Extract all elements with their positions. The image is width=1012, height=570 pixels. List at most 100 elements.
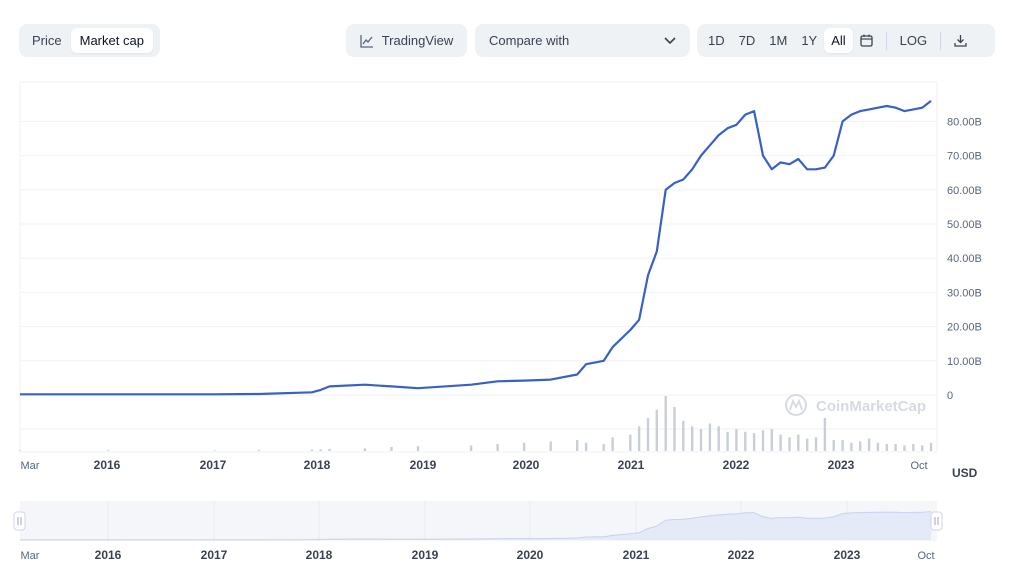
volume-bar xyxy=(867,438,871,451)
volume-bar xyxy=(894,444,897,451)
navigator-x-tick-label: 2021 xyxy=(623,548,650,562)
navigator-x-tick-label: Mar xyxy=(21,550,40,562)
volume-bar xyxy=(655,409,658,452)
currency-label: USD xyxy=(952,466,978,480)
volume-bar xyxy=(770,429,773,451)
volume-bar xyxy=(788,437,791,452)
volume-bar xyxy=(850,442,853,452)
range-all-button[interactable]: All xyxy=(824,28,853,53)
navigator-area xyxy=(20,511,931,540)
volume-bar xyxy=(673,407,676,451)
volume-bar xyxy=(708,423,712,451)
navigator-x-tick-label: 2017 xyxy=(201,548,228,562)
volume-bar xyxy=(752,433,756,451)
volume-bar xyxy=(629,434,632,451)
x-axis-ticks: Mar 2016 2017 2018 2019 2020 2021 2022 2023 Oct xyxy=(21,458,928,472)
volume-bar xyxy=(823,418,827,451)
x-tick-label: 2019 xyxy=(410,458,437,472)
volume-bar xyxy=(319,449,322,451)
x-tick-label: 2023 xyxy=(828,458,855,472)
range-7d-button[interactable]: 7D xyxy=(738,33,756,48)
range-navigator[interactable] xyxy=(13,501,943,541)
calendar-button[interactable] xyxy=(853,28,880,53)
y-tick-label: 30.00B xyxy=(947,287,982,299)
x-tick-label: 2020 xyxy=(513,458,540,472)
volume-bar xyxy=(522,442,526,452)
navigator-right-handle[interactable] xyxy=(930,511,943,531)
x-tick-label: 2021 xyxy=(618,458,645,472)
compare-select[interactable]: Compare with xyxy=(475,24,690,57)
volume-bar xyxy=(912,444,915,451)
y-tick-label: 60.00B xyxy=(947,185,982,197)
navigator-x-tick-label: Oct xyxy=(917,550,934,562)
volume-bar xyxy=(107,450,110,451)
range-1m-button[interactable]: 1M xyxy=(769,33,788,48)
calendar-icon xyxy=(860,34,873,47)
volume-bar xyxy=(496,444,499,451)
plot-frame xyxy=(19,81,938,453)
watermark-text: CoinMarketCap xyxy=(816,398,926,415)
volume-bar xyxy=(876,442,880,452)
x-tick-label: 2016 xyxy=(94,458,121,472)
price-tab[interactable]: Price xyxy=(32,33,62,48)
range-1y-button[interactable]: 1Y xyxy=(801,33,818,48)
compare-label: Compare with xyxy=(489,33,570,48)
volume-bar xyxy=(576,440,579,451)
x-tick-label: Mar xyxy=(21,460,40,472)
volume-bar xyxy=(735,429,738,451)
market-cap-tab[interactable]: Market cap xyxy=(70,28,153,53)
watermark: CoinMarketCap xyxy=(785,394,926,416)
volume-bar xyxy=(363,448,367,452)
volume-bar xyxy=(390,446,393,451)
volume-bar xyxy=(469,445,473,451)
line-chart-icon xyxy=(360,34,373,48)
range-1d-button[interactable]: 1D xyxy=(708,33,725,48)
navigator-line xyxy=(20,511,932,541)
y-tick-label: 40.00B xyxy=(947,253,982,265)
volume-bar xyxy=(699,429,703,451)
volume-bar xyxy=(637,426,641,452)
volume-bar xyxy=(744,431,747,452)
volume-bar xyxy=(257,449,260,451)
volume-bar xyxy=(921,445,924,451)
volume-bar xyxy=(664,396,667,451)
chevron-down-icon xyxy=(664,36,676,44)
volume-bar xyxy=(602,444,605,451)
y-tick-label: 0 xyxy=(947,390,953,402)
y-tick-label: 80.00B xyxy=(947,116,982,128)
log-scale-button[interactable]: LOG xyxy=(899,33,928,48)
market-cap-line xyxy=(20,100,932,396)
navigator-x-tick-label: 2020 xyxy=(517,548,544,562)
navigator-x-tick-label: 2018 xyxy=(306,548,333,562)
y-tick-label: 70.00B xyxy=(947,151,982,163)
volume-bar xyxy=(929,442,933,452)
toolbar-divider xyxy=(885,31,887,50)
y-tick-label: 20.00B xyxy=(947,322,982,334)
volume-bar xyxy=(717,426,720,452)
volume-bar xyxy=(885,444,888,451)
volume-bar xyxy=(841,440,844,451)
navigator-x-tick-label: 2022 xyxy=(728,548,755,562)
volume-bar xyxy=(797,434,800,451)
chart-toolbar: Price Market cap TradingView Compare wit… xyxy=(0,24,1012,58)
download-icon xyxy=(954,35,967,47)
navigator-x-tick-label: 2019 xyxy=(412,548,439,562)
download-button[interactable] xyxy=(947,28,974,53)
y-axis-ticks: 0 10.00B 20.00B 30.00B 40.00B 50.00B 60.00B 70.… xyxy=(947,116,982,402)
x-tick-label: Oct xyxy=(910,460,927,472)
volume-bar xyxy=(416,446,420,452)
volume-bar xyxy=(18,450,22,451)
chart-type-toggle: Price Market cap xyxy=(19,24,160,57)
volume-bar xyxy=(549,441,552,451)
navigator-x-ticks: Mar 2016 2017 2018 2019 2020 2021 2022 2023 Oct xyxy=(21,548,935,562)
x-tick-label: 2022 xyxy=(723,458,750,472)
navigator-left-handle[interactable] xyxy=(13,511,26,531)
tradingview-label: TradingView xyxy=(381,33,454,48)
grid-lines xyxy=(20,120,937,430)
volume-bar xyxy=(761,430,765,451)
range-selector: 1D 7D 1M 1Y All LOG xyxy=(697,24,995,57)
volume-bar xyxy=(646,418,650,451)
y-tick-label: 50.00B xyxy=(947,219,982,231)
tradingview-button[interactable]: TradingView xyxy=(346,24,467,57)
